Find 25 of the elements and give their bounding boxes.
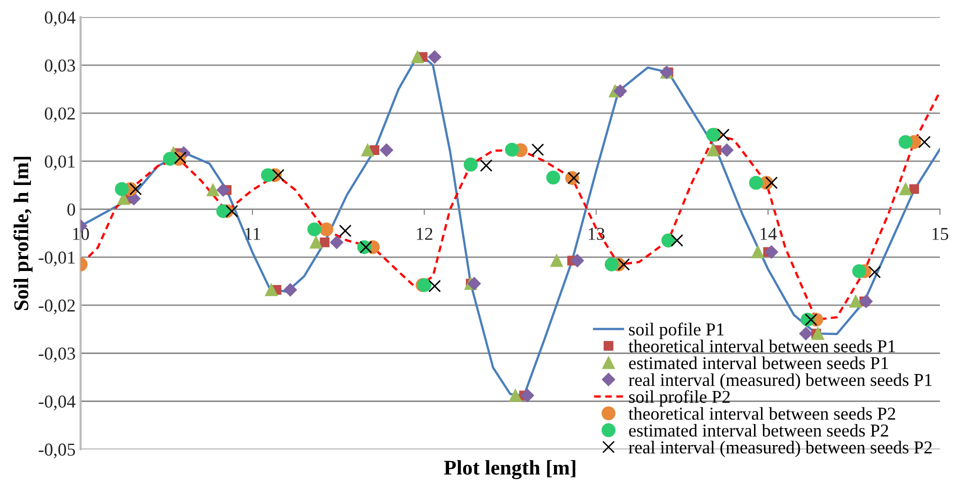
y-tick-label: 0,02: [44, 107, 75, 122]
x-tick-label: 14: [760, 228, 777, 240]
legend-label: soil pofile P1: [629, 322, 724, 340]
y-tick-label: -0,03: [38, 348, 76, 362]
legend-label: theoretical interval between seeds P1: [628, 340, 896, 352]
y-tick-label: 0,01: [44, 155, 75, 170]
y-tick-label: -0,05: [38, 444, 76, 458]
y-axis-title: Soil profile, h [m]: [13, 156, 33, 310]
x-tick-label: 11: [245, 228, 260, 240]
x-tick-label: 12: [416, 228, 432, 240]
legend-label: soil profile P2: [629, 390, 730, 407]
y-tick-label: 0: [67, 203, 76, 216]
legend-label: real interval (measured) between seeds P1: [628, 373, 932, 390]
y-tick-label: 0,03: [44, 59, 76, 74]
legend-label: theoretical interval between seeds P2: [628, 407, 896, 420]
y-tick-label: -0,02: [38, 299, 75, 314]
y-tick-label: -0,01: [38, 251, 75, 266]
x-tick-label: 15: [932, 228, 948, 240]
legend-label: estimated interval between seeds P2: [629, 424, 888, 437]
x-tick-label: 13: [588, 228, 605, 240]
legend-label: estimated interval between seeds P1: [629, 356, 888, 370]
x-axis-title: Plot length [m]: [444, 460, 576, 480]
legend-label: real interval (measured) between seeds P2: [628, 440, 932, 458]
y-tick-label: 0,04: [44, 11, 76, 26]
y-tick-label: -0,04: [38, 396, 76, 410]
